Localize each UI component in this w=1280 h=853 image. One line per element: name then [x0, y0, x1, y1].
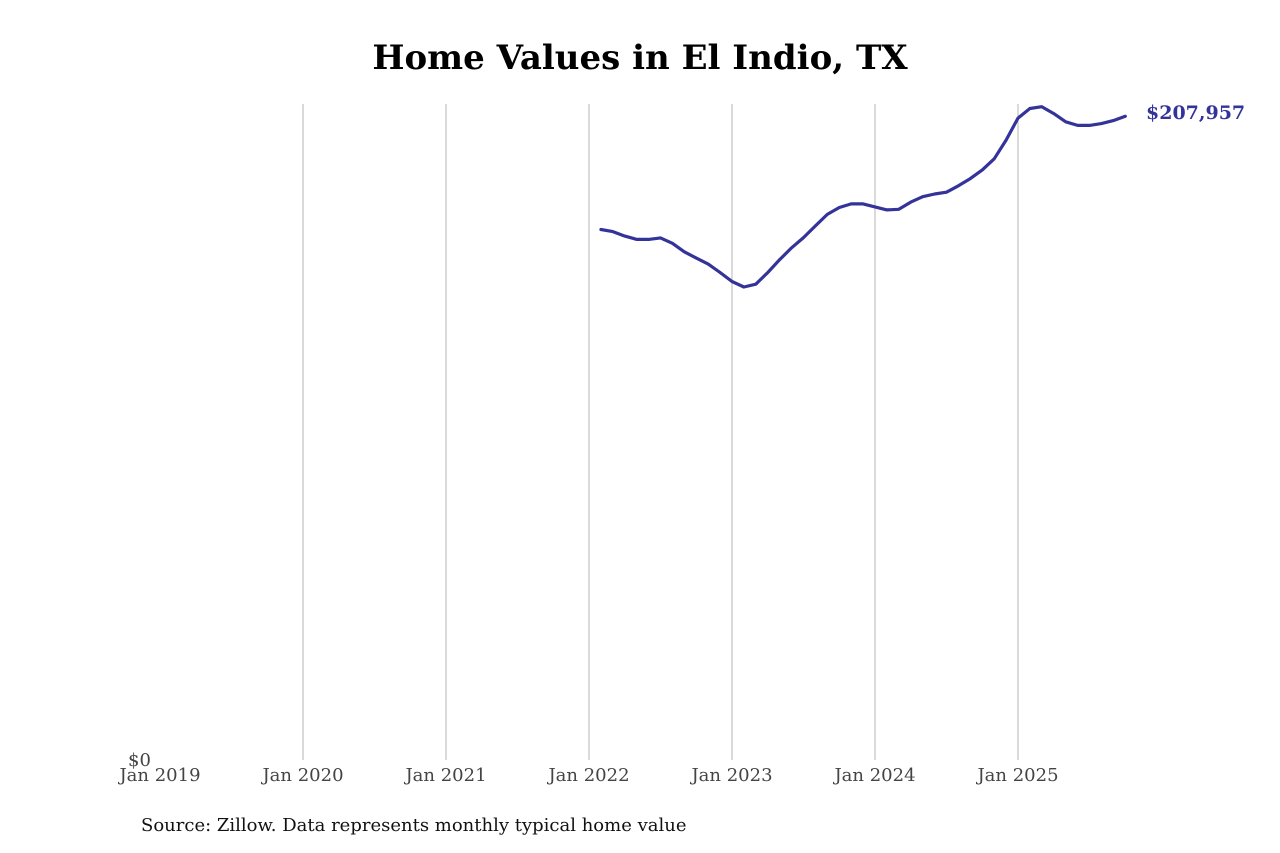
x-axis-tick-label: Jan 2024: [832, 765, 915, 786]
x-axis-tick-label: Jan 2019: [117, 765, 200, 786]
x-axis-tick-label: Jan 2021: [403, 765, 486, 786]
x-axis-tick-label: Jan 2023: [689, 765, 772, 786]
x-axis-tick-labels: Jan 2019 Jan 2020 Jan 2021 Jan 2022 Jan 2023…: [117, 765, 1058, 786]
y-axis-tick-label: $0: [128, 750, 151, 771]
end-value-label: $207,957: [1146, 102, 1245, 124]
x-axis-tick-label: Jan 2022: [546, 765, 629, 786]
source-note: Source: Zillow. Data represents monthly …: [141, 815, 687, 836]
x-axis-tick-label: Jan 2020: [260, 765, 343, 786]
series-line: [599, 105, 1127, 289]
gridlines: [302, 104, 1019, 760]
x-axis-tick-label: Jan 2025: [975, 765, 1058, 786]
chart-title: Home Values in El Indio, TX: [372, 38, 908, 78]
